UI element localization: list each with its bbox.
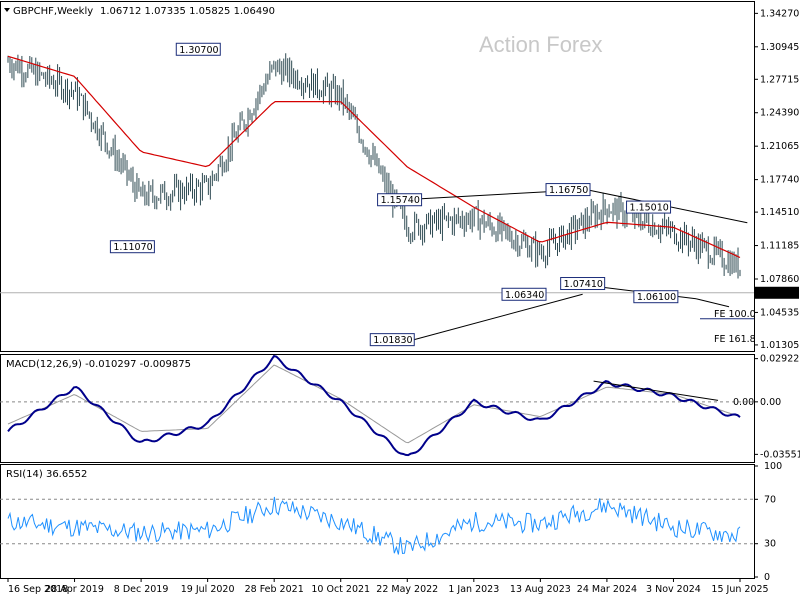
time-tick-label: 24 Mar 2024 xyxy=(577,584,637,595)
price-annotation-box xyxy=(501,287,547,301)
last-price-box xyxy=(755,286,799,299)
macd-title: MACD(12,26,9) -0.010297 -0.009875 xyxy=(6,359,191,370)
rsi-tick-label: 30 xyxy=(764,539,776,550)
rsi-lines xyxy=(7,496,741,555)
price-axis: 1.34270 1.30945 1.27715 1.24390 1.21065 1.177… xyxy=(0,8,799,351)
macd-lines xyxy=(7,354,741,457)
price-annotation-box xyxy=(109,240,155,254)
price-annotation-label: 1.30700 xyxy=(179,45,218,56)
rsi-panel-frame xyxy=(0,464,755,579)
price-bars xyxy=(7,53,741,279)
time-tick-label: 15 Jun 2025 xyxy=(711,584,768,595)
fib-161-label: FE 161.8 xyxy=(714,334,756,345)
macd-axis: 0.02922 0.00 -0.035518 0.00 xyxy=(0,354,800,460)
price-annotation-label: 1.15010 xyxy=(630,203,669,214)
price-panel-frame xyxy=(0,1,755,352)
time-tick-label: 19 Jul 2020 xyxy=(181,584,235,595)
price-tick-label: 1.24390 xyxy=(760,108,799,119)
macd-panel-frame xyxy=(0,354,755,463)
macd-divergence-line xyxy=(593,380,719,401)
last-price-label: 1.06490 xyxy=(757,288,796,299)
price-annotation-label: 1.15740 xyxy=(381,195,420,206)
price-tick-label: 1.04535 xyxy=(760,307,799,318)
time-tick-label: 28 Apr 2019 xyxy=(45,584,104,595)
macd-zero-label: 0.00 xyxy=(733,397,754,408)
time-tick-label: 8 Dec 2019 xyxy=(114,584,169,595)
macd-signal-line xyxy=(7,364,741,444)
chart-ohlc: 1.06712 1.07335 1.05825 1.06490 xyxy=(100,6,275,17)
price-annotations: 1.30700 1.11070 1.15740 1.01830 1.06340 1.167… xyxy=(109,42,679,347)
time-tick-label: 10 Oct 2021 xyxy=(311,584,370,595)
rsi-tick-label: 100 xyxy=(764,461,782,472)
price-tick-label: 1.11185 xyxy=(760,241,799,252)
time-tick-label: 22 May 2022 xyxy=(376,584,438,595)
price-tick-label: 1.34270 xyxy=(760,8,799,19)
price-tick-label: 1.21065 xyxy=(760,141,799,152)
chart-title: GBPCHF,Weekly xyxy=(13,6,93,17)
price-tick-label: 1.07860 xyxy=(760,274,799,285)
price-tick-label: 1.27715 xyxy=(760,74,799,85)
price-annotation-box xyxy=(175,42,221,56)
price-annotation-box xyxy=(545,183,591,197)
price-annotation-label: 1.11070 xyxy=(113,242,152,253)
price-annotation-label: 1.06340 xyxy=(505,290,544,301)
trendlines: FE 100.0 FE 161.8 xyxy=(403,189,756,345)
moving-average-line xyxy=(7,55,741,259)
rsi-title: RSI(14) 36.6552 xyxy=(6,469,87,480)
price-annotation-label: 1.07410 xyxy=(564,279,603,290)
price-annotation-box xyxy=(377,193,423,207)
price-annotation-label: 1.01830 xyxy=(373,335,412,346)
macd-tick-label: -0.035518 xyxy=(760,449,800,460)
price-annotation-box xyxy=(369,333,415,347)
rsi-tick-label: 0 xyxy=(764,572,770,583)
watermark: Action Forex xyxy=(479,32,603,57)
price-tick-label: 1.30945 xyxy=(760,42,799,53)
time-tick-label: 16 Sep 2018 xyxy=(8,584,68,595)
price-tick-label: 1.01305 xyxy=(760,340,799,351)
rsi-line xyxy=(7,496,741,555)
time-tick-label: 28 Feb 2021 xyxy=(245,584,304,595)
time-tick-label: 13 Aug 2023 xyxy=(510,584,571,595)
rsi-tick-label: 70 xyxy=(764,494,776,505)
macd-tick-label: 0.00 xyxy=(760,397,781,408)
price-tick-label: 1.14510 xyxy=(760,207,799,218)
price-tick-label: 1.17740 xyxy=(760,175,799,186)
lower-channel-extension xyxy=(695,298,730,308)
price-lines xyxy=(7,55,741,259)
macd-tick-label: 0.02922 xyxy=(760,354,799,365)
dropdown-triangle-icon xyxy=(4,8,10,12)
price-annotation-label: 1.16750 xyxy=(549,185,588,196)
rsi-axis: 100 70 30 0 xyxy=(0,461,782,583)
time-tick-label: 1 Jan 2023 xyxy=(448,584,499,595)
price-annotation-box xyxy=(633,290,679,304)
price-annotation-box xyxy=(626,200,672,214)
time-tick-label: 3 Nov 2024 xyxy=(646,584,701,595)
fib-100-label: FE 100.0 xyxy=(714,309,756,320)
price-annotation-label: 1.06100 xyxy=(637,292,676,303)
lower-channel-line xyxy=(414,293,583,341)
price-annotation-box xyxy=(560,277,606,291)
macd-line xyxy=(7,354,741,457)
